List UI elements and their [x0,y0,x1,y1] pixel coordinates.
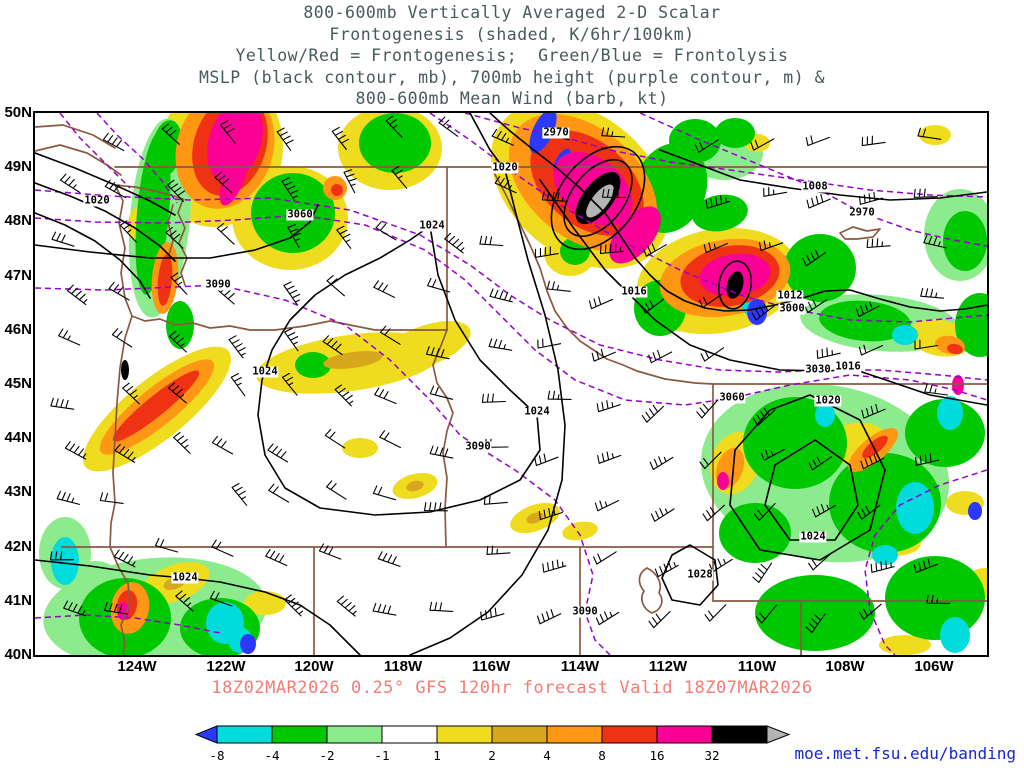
colorbar-tick-label: -1 [374,748,389,763]
lon-label: 110W [737,658,777,675]
colorbar-cell [601,725,658,744]
frontogenesis-shading [39,113,987,655]
lon-label: 122W [206,658,246,675]
colorbar-tick-label: -2 [319,748,334,763]
website-link[interactable]: moe.met.fsu.edu/banding [794,744,1016,763]
colorbar-cell [326,725,383,744]
lat-label: 50N [4,104,32,121]
lat-label: 41N [4,591,32,609]
colorbar-cell [271,725,328,744]
colorbar-tick-label: -8 [209,748,224,763]
lon-label: 114W [560,658,600,675]
title-line: MSLP (black contour, mb), 700mb height (… [198,67,826,87]
lat-label: 44N [4,429,32,447]
state-borders [35,124,987,655]
lon-label: 106W [914,658,954,675]
colorbar-tick-label: -4 [264,748,279,763]
colorbar-svg: -8 -4 -2 -1 1 2 4 8 16 32 [194,725,791,763]
mslp-contours [35,113,987,655]
lon-label: 108W [825,658,865,675]
colorbar-cell [216,725,273,744]
colorbar-tick-label: 16 [649,748,664,763]
colorbar-left-arrow [194,725,218,744]
weather-map [35,113,987,655]
map-area: 1020 1020 1008 1012 1016 1016 1024 1024 1024 1020… [33,111,989,657]
colorbar-cell [381,725,438,744]
colorbar-tick-label: 8 [598,748,606,763]
colorbar: -8 -4 -2 -1 1 2 4 8 16 32 [194,725,815,773]
title-line: Frontogenesis (shaded, K/6hr/100km) [329,24,695,44]
colorbar-cell [491,725,548,744]
lon-label: 112W [648,658,688,675]
title-line: Yellow/Red = Frontogenesis; Green/Blue =… [235,46,789,65]
forecast-caption: 18Z02MAR2026 0.25° GFS 120hr forecast Va… [211,678,813,698]
lon-label: 118W [383,658,423,675]
colorbar-cell [436,725,493,744]
colorbar-cell [656,725,713,744]
colorbar-tick-label: 4 [543,748,551,763]
colorbar-tick-label: 2 [488,748,496,763]
colorbar-right-arrow [766,725,791,744]
lon-label: 120W [294,658,334,675]
lon-label: 116W [471,658,511,675]
lat-label: 42N [4,537,32,555]
colorbar-cell [711,725,768,744]
lat-label: 45N [4,375,32,392]
lat-label: 49N [4,158,32,176]
lat-label: 48N [4,212,32,230]
lat-label: 46N [4,320,32,338]
lon-label: 124W [117,658,157,675]
colorbar-tick-label: 32 [704,748,719,763]
colorbar-tick-label: 1 [433,748,441,763]
wind-barb-field [49,115,951,634]
lat-label: 47N [4,266,32,284]
title-line: 800-600mb Mean Wind (barb, kt) [355,89,669,108]
lat-label: 40N [4,646,32,663]
wind-barbs [49,115,951,634]
colorbar-cell [546,725,603,744]
title-line: 800-600mb Vertically Averaged 2-D Scalar [303,3,721,22]
title-block: 800-600mb Vertically Averaged 2-D Scalar… [0,2,1024,110]
lat-label: 43N [4,483,32,501]
